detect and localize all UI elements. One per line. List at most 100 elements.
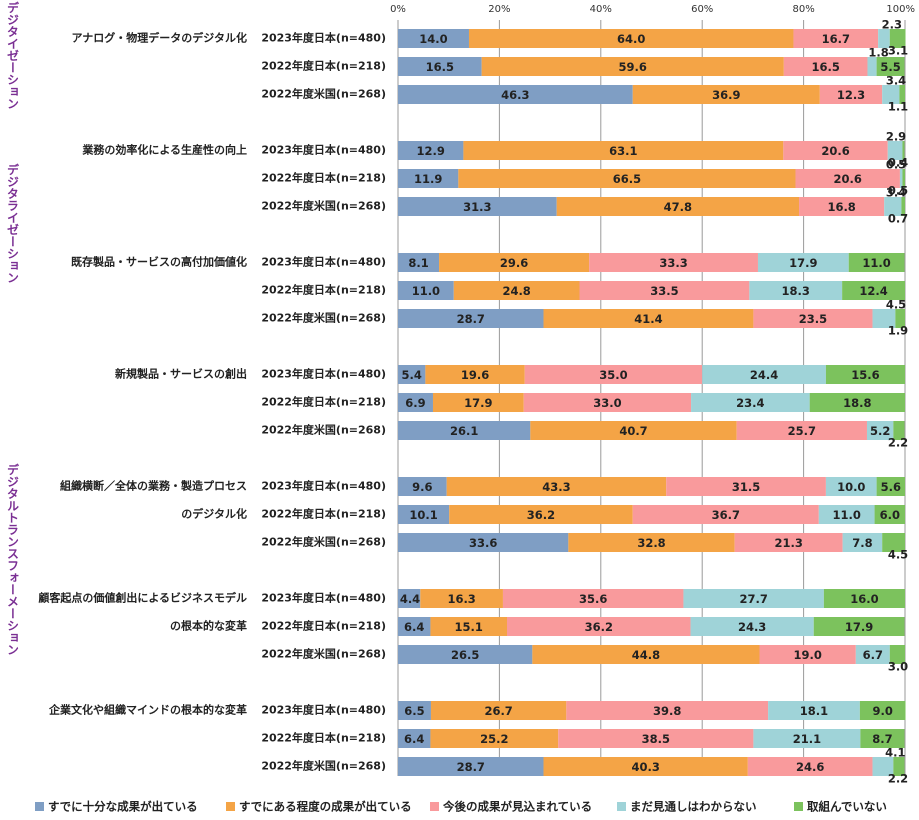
data-label: 24.6 [796,760,824,774]
data-label: 25.7 [788,424,816,438]
bar-segment [899,169,903,188]
data-label: 19.0 [793,648,821,662]
bar-segment [398,253,440,272]
bar-segment [736,421,867,440]
bar-segment [876,57,905,76]
group-label: 既存製品・サービスの高付加価値化 [71,255,247,269]
group-label: 企業文化や組織マインドの根本的な変革 [48,703,247,717]
data-label: 31.3 [463,200,491,214]
data-label: 25.2 [480,732,508,746]
bar-segment [439,253,590,272]
bar-segment [666,477,826,496]
data-label: 24.3 [738,620,766,634]
row-label: 2023年度日本(n=480) [261,367,386,381]
bar-segment [859,701,906,720]
data-label: 1.9 [888,324,908,338]
row-label: 2023年度日本(n=480) [261,31,386,45]
bar-segment [860,729,905,748]
bar-segment [398,169,459,188]
bar-segment [691,393,810,412]
data-label: 64.0 [617,32,645,46]
bars: アナログ・物理データのデジタル化 2023年度日本(n=480) 14.0 64.0 1… [38,18,908,786]
bar-group: 企業文化や組織マインドの根本的な変革 2023年度日本(n=480) 6.5 26.7… [48,701,908,786]
bar-segment [579,281,750,300]
data-label: 4.4 [400,592,420,606]
data-label: 8.7 [872,732,892,746]
row-label: 2022年度日本(n=218) [261,171,386,185]
bar-segment [398,85,633,104]
data-label: 20.6 [834,172,862,186]
legend-swatch [226,802,235,811]
bar-segment [734,533,843,552]
data-label: 29.6 [500,256,528,270]
bar-segment [398,477,447,496]
bar-segment [398,757,544,776]
data-label: 11.0 [833,508,861,522]
bar-segment [523,393,692,412]
group-label: 組織横断／全体の業務・製造プロセス [60,479,247,493]
bar-segment [449,505,633,524]
x-tick-label: 20% [488,4,510,15]
bar-segment [757,253,849,272]
bar-segment [430,617,508,636]
bar-segment [398,57,482,76]
row-label: 2023年度日本(n=480) [261,255,386,269]
legend-label: すでにある程度の成果が出ている [239,800,412,814]
bar-segment [524,365,703,384]
row-label: 2022年度日本(n=218) [261,395,386,409]
bar-segment [855,645,890,664]
data-label: 2.3 [882,18,902,32]
data-label: 2.9 [886,130,906,144]
data-label: 18.8 [843,396,871,410]
row-label: 2022年度日本(n=218) [261,283,386,297]
data-label: 16.5 [811,60,839,74]
data-label: 44.8 [632,648,660,662]
bar-segment [453,281,580,300]
data-label: 15.1 [455,620,483,634]
data-label: 21.1 [793,732,821,746]
bar-segment [589,253,758,272]
data-label: 5.5 [880,60,900,74]
bar-segment [568,533,735,552]
data-label: 5.4 [402,368,422,382]
data-label: 3.4 [886,74,906,88]
bar-segment [793,29,879,48]
data-label: 5.6 [881,480,901,494]
bar-segment [543,309,754,328]
bar-segment [398,505,450,524]
bar-segment [398,589,421,608]
group-label: アナログ・物理データのデジタル化 [71,31,247,45]
bar-segment [893,421,905,440]
data-label: 59.6 [619,60,647,74]
data-label: 0.4 [888,156,908,170]
legend-swatch [617,802,626,811]
data-label: 40.3 [631,760,659,774]
section-label: デジタイゼーション [6,0,20,109]
data-label: 23.5 [799,312,827,326]
data-label: 2.2 [888,772,908,786]
data-label: 12.4 [859,284,887,298]
bar-segment [867,57,877,76]
bar-segment [432,393,524,412]
data-label: 24.4 [750,368,778,382]
x-tick-label: 60% [691,4,713,15]
data-label: 36.7 [712,508,740,522]
data-label: 16.7 [822,32,850,46]
bar-segment [463,141,784,160]
bar-group: 新規製品・サービスの創出 2023年度日本(n=480) 5.4 19.6 35.0 24… [115,365,908,450]
data-label: 17.9 [464,396,492,410]
row-label: 2022年度米国(n=268) [261,311,386,325]
bar-segment [842,533,883,552]
row-label: 2022年度米国(n=268) [261,759,386,773]
data-label: 3.0 [888,660,908,674]
data-label: 36.2 [527,508,555,522]
legend-label: すでに十分な成果が出ている [48,800,198,814]
group-label: のデジタル化 [181,507,247,521]
row-label: 2023年度日本(n=480) [261,479,386,493]
bar-segment [753,729,861,748]
data-label: 17.9 [789,256,817,270]
group-label: 新規製品・サービスの創出 [115,367,247,381]
data-label: 19.6 [461,368,489,382]
